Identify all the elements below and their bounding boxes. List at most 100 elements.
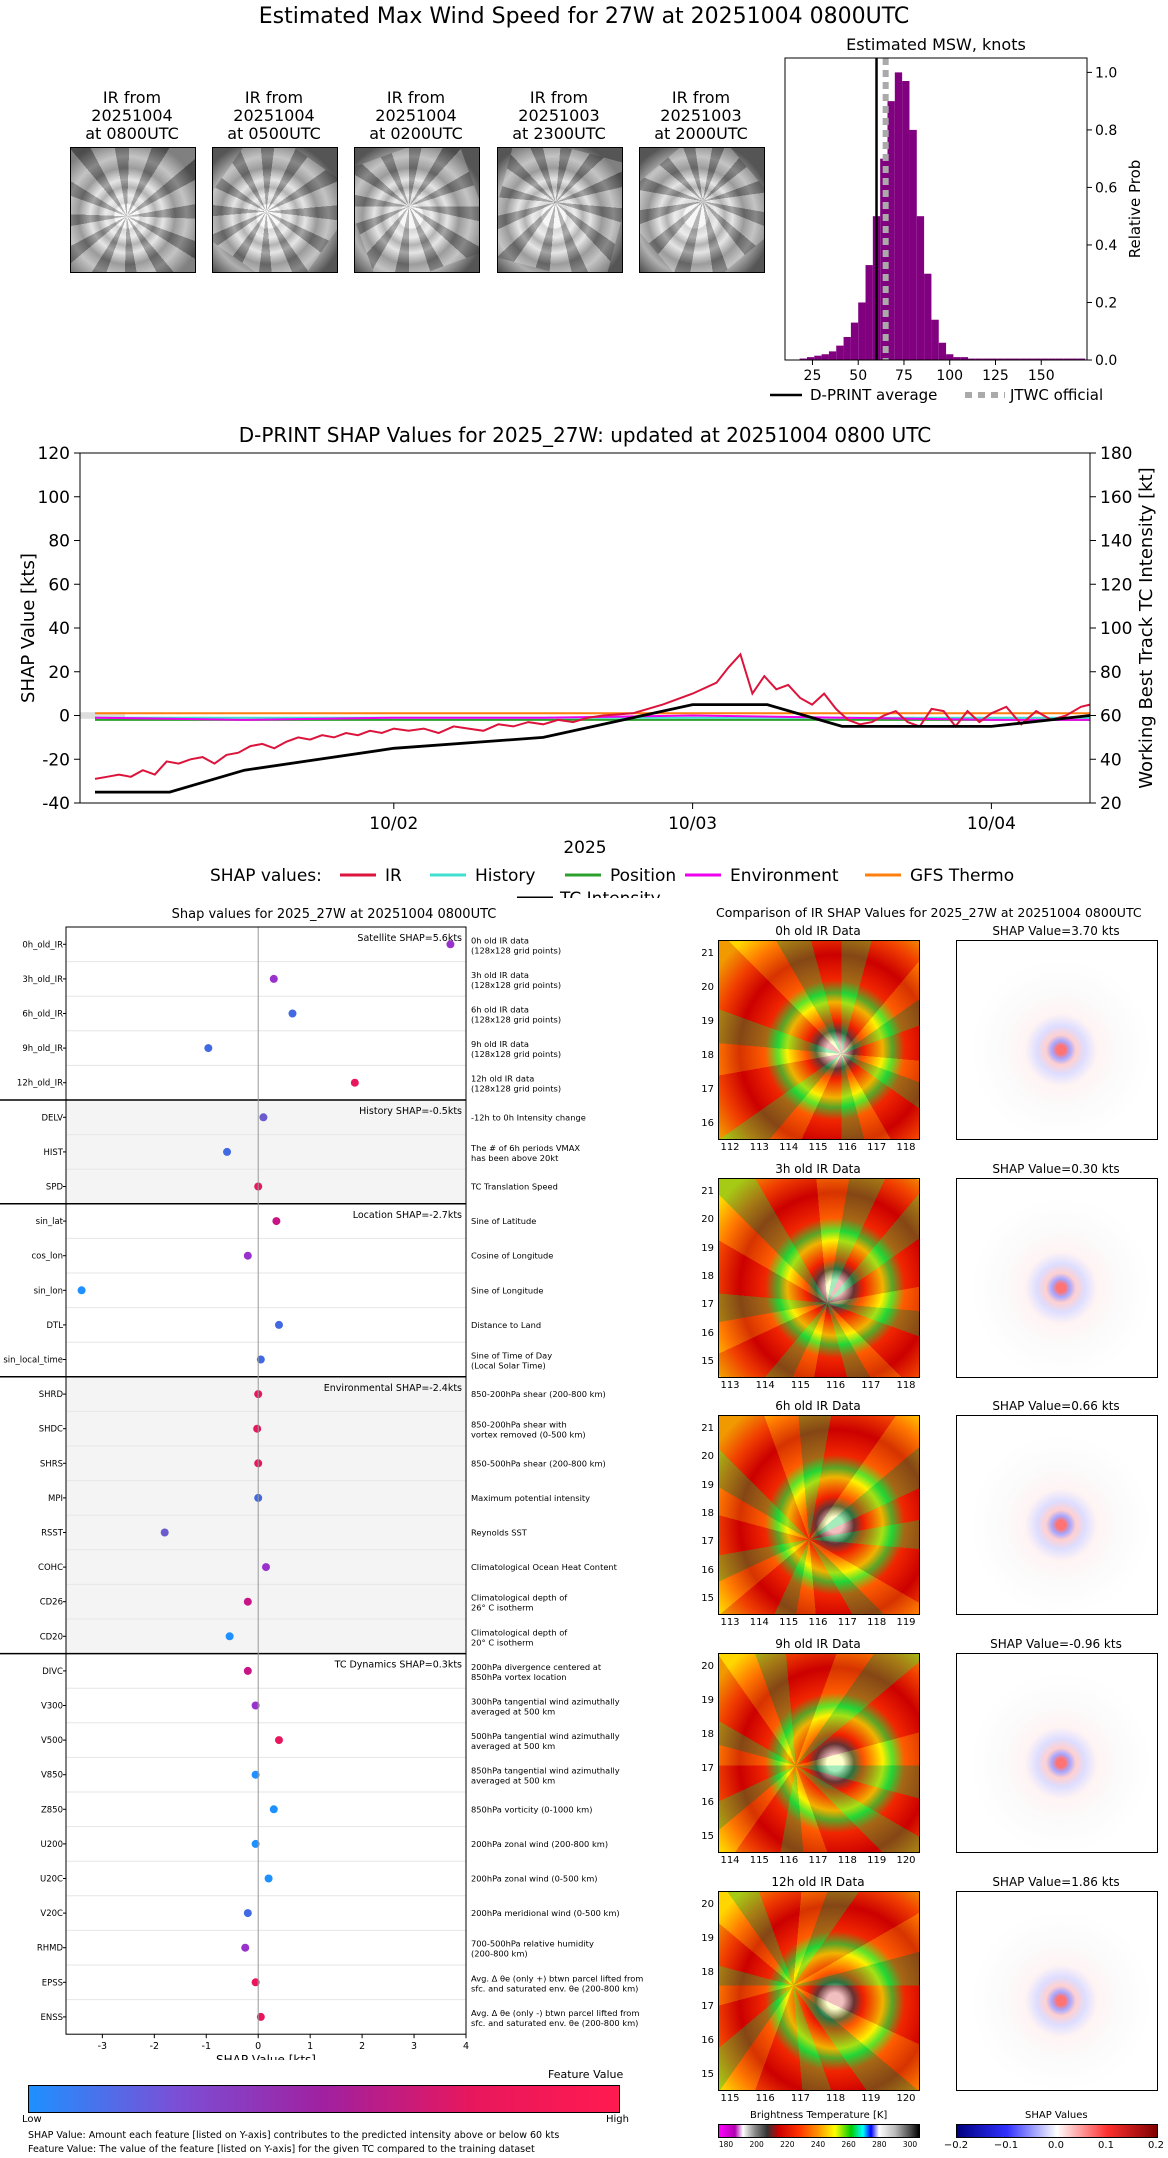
histogram-title: Estimated MSW, knots [846, 35, 1026, 54]
shap-point [288, 1009, 297, 1018]
ir-panel-ytick-label: 15 [701, 1593, 714, 1604]
feature-value-colorbar [28, 2085, 620, 2113]
feature-desc: 500hPa tangential wind azimuthally [471, 1731, 620, 1741]
timeseries-y2tick-label: 120 [1100, 575, 1132, 595]
shap-point [269, 1805, 278, 1814]
timeseries-y2tick-label: 40 [1100, 750, 1122, 770]
legend-series-label: Environment [730, 866, 839, 886]
feature-desc: Maximum potential intensity [471, 1493, 590, 1503]
feature-label: RHMD [37, 1944, 64, 1954]
histogram-bar [1041, 358, 1049, 360]
ir-thumbnail-swirl [213, 148, 337, 272]
bt-colorbar-tick: 200 [749, 2140, 764, 2149]
shap-point [243, 1251, 252, 1260]
feature-desc: Avg. Δ θe (only +) btwn parcel lifted fr… [471, 1973, 643, 1983]
shap-point [256, 2012, 265, 2021]
ir-panel-title: 6h old IR Data [775, 1399, 861, 1413]
feature-desc: 700-500hPa relative humidity [471, 1939, 594, 1949]
ir-panel-xtick-label: 116 [779, 1855, 799, 1866]
shap-colorbar [956, 2124, 1158, 2138]
ir-panel-ytick-label: 16 [701, 1797, 714, 1808]
ir-panel-xtick-label: 116 [826, 1380, 846, 1391]
ir-panel-xtick-label: 119 [867, 1855, 887, 1866]
scatter-frame [65, 926, 467, 2035]
histogram-bar [814, 355, 822, 360]
timeseries-y2tick-label: 80 [1100, 663, 1122, 683]
histogram-xtick-label: 125 [982, 368, 1009, 384]
ir-thumbnail-label: 20251004 [375, 106, 457, 125]
feature-label: sin_local_time [3, 1356, 63, 1366]
shap-point [160, 1528, 169, 1537]
histogram-ytick-label: 0.6 [1095, 180, 1117, 196]
shap-point [204, 1044, 213, 1053]
bt-colorbar-tick: 260 [841, 2140, 856, 2149]
bt-colorbar-tick: 180 [718, 2140, 734, 2149]
legend-shap-values-label: SHAP values: [210, 866, 322, 886]
ir-panel-ytick-label: 19 [701, 1242, 714, 1254]
shap-point [269, 974, 278, 983]
timeseries-y2tick-label: 100 [1100, 619, 1132, 639]
timeseries-ytick-label: 120 [38, 444, 70, 464]
shap-colorbar-tick: 0.1 [1098, 2140, 1114, 2151]
ir-panel-xtick-label: 116 [837, 1142, 857, 1153]
feature-label: RSST [41, 1529, 64, 1539]
ir-thumbnail-image [497, 147, 623, 273]
shap-panel-image [956, 940, 1158, 1140]
feature-value-low: Low [22, 2114, 42, 2125]
timeseries-ytick-label: -20 [42, 750, 70, 770]
shap-colorbar-title: SHAP Values [1025, 2110, 1088, 2121]
histogram-ytick-label: 1.0 [1095, 65, 1117, 81]
legend-jtwc-label: JTWC official [1009, 386, 1103, 404]
scatter-xtick-label: 1 [307, 2041, 313, 2052]
histogram-bar [880, 158, 888, 360]
ir-panel-base [719, 1654, 919, 1852]
scatter-xtick-label: 3 [411, 2041, 417, 2052]
feature-desc-2: (128x128 grid points) [471, 980, 561, 990]
histogram-bar [946, 354, 954, 360]
ir-thumbnail-label: at 0200UTC [369, 124, 463, 143]
histogram-bar [916, 216, 925, 360]
ir-panel-xtick-label: 117 [837, 1617, 857, 1628]
ir-panel-xtick-label: 117 [867, 1142, 887, 1153]
histogram-bar [1033, 358, 1042, 360]
ir-thumbnail-label: at 0800UTC [85, 124, 179, 143]
legend-series-label: History [475, 866, 535, 886]
ir-panel-ytick-label: 19 [701, 1695, 714, 1706]
ir-panel-ytick-label: 20 [701, 1451, 714, 1463]
feature-desc: -12h to 0h Intensity change [471, 1112, 586, 1122]
ir-panel-ytick-label: 20 [701, 1899, 714, 1910]
feature-desc-2: (200-800 km) [471, 1949, 528, 1959]
histogram-ytick-label: 0.2 [1095, 295, 1117, 311]
shap-panel-image [956, 1178, 1158, 1378]
legend-dprint-label: D-PRINT average [810, 386, 937, 404]
bt-colorbar-tick: 280 [872, 2140, 887, 2149]
feature-desc-2: (128x128 grid points) [471, 945, 561, 955]
histogram-bar [799, 358, 807, 360]
ir-panel-base [719, 941, 919, 1139]
ir-panel-ytick-label: 15 [701, 1356, 714, 1367]
group-label: Location SHAP=-2.7kts [353, 1210, 462, 1221]
feature-label: 0h_old_IR [22, 940, 63, 950]
ir-panel-ytick-label: 15 [701, 1831, 714, 1842]
shap-panel-image [956, 1653, 1158, 1853]
ir-panel-ytick-label: 16 [701, 2035, 714, 2046]
feature-desc: 3h old IR data [471, 970, 529, 980]
feature-label: V850 [41, 1771, 63, 1781]
timeseries-y2tick-label: 180 [1100, 444, 1132, 464]
feature-label: HIST [44, 1148, 64, 1158]
ir-panel-base [719, 1179, 919, 1377]
feature-label: SPD [46, 1183, 64, 1193]
ir-panel-ytick-label: 19 [701, 1933, 714, 1944]
timeseries-xlabel: 2025 [563, 838, 606, 858]
ir-panel-base [719, 1416, 919, 1614]
feature-label: 3h_old_IR [22, 975, 63, 985]
ir-panel-base [719, 1892, 919, 2090]
histogram-bar [960, 357, 969, 360]
timeseries-ytick-label: 0 [59, 707, 70, 727]
ir-panel-ytick-label: 18 [701, 1508, 714, 1519]
scatter-xtick-label: 4 [463, 2041, 469, 2052]
legend-tc-label: TC Intensity [559, 889, 661, 898]
shap-point [262, 1563, 270, 1572]
feature-desc: 12h old IR data [471, 1074, 534, 1084]
ir-thumbnail-label: at 0500UTC [227, 124, 321, 143]
